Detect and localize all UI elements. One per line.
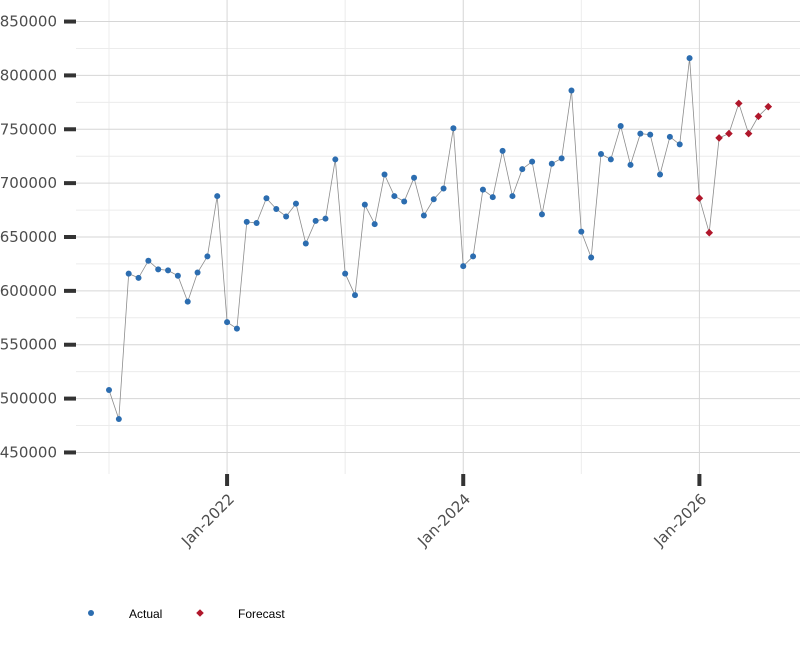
actual-point	[273, 205, 280, 212]
y-tick-label: 600000	[0, 282, 57, 300]
actual-point	[450, 125, 457, 132]
actual-point	[607, 156, 614, 163]
forecast-point	[725, 129, 733, 138]
actual-point	[135, 274, 142, 281]
actual-point	[558, 155, 565, 162]
series-points	[106, 55, 773, 423]
actual-point	[440, 185, 447, 192]
x-tick-label: Jan-2026	[650, 490, 711, 551]
actual-point	[617, 123, 624, 130]
actual-point	[548, 160, 555, 167]
y-tick-label: 650000	[0, 228, 57, 246]
legend: Actual Forecast	[88, 607, 285, 621]
actual-point	[263, 195, 270, 202]
actual-point	[292, 200, 299, 207]
actual-point	[233, 325, 240, 332]
actual-point	[253, 219, 260, 226]
actual-point	[312, 217, 319, 224]
forecast-point	[695, 194, 704, 203]
actual-point	[401, 198, 408, 205]
y-tick-label: 750000	[0, 120, 57, 138]
actual-point	[519, 166, 526, 173]
forecast-legend-marker	[196, 609, 204, 617]
actual-point	[568, 87, 575, 94]
actual-point	[243, 218, 250, 225]
y-tick-label: 800000	[0, 66, 57, 84]
y-tick-label: 850000	[0, 13, 57, 31]
actual-point	[106, 386, 112, 393]
actual-legend-marker	[88, 610, 94, 616]
actual-point	[302, 240, 309, 247]
actual-point	[489, 194, 496, 201]
actual-point	[174, 272, 181, 279]
actual-point	[214, 193, 221, 200]
y-tick-label: 700000	[0, 174, 57, 192]
actual-point	[538, 211, 545, 218]
forecast-legend-label: Forecast	[238, 607, 285, 621]
forecast-point	[734, 99, 743, 108]
axes: 450000 500000 550000 600000 650000 700000 7500…	[0, 13, 710, 551]
actual-point	[657, 171, 664, 178]
actual-point	[499, 147, 506, 154]
actual-point	[479, 186, 486, 193]
forecast-point	[715, 134, 723, 142]
actual-point	[686, 55, 693, 62]
actual-point	[470, 253, 477, 260]
actual-point	[352, 292, 358, 299]
actual-point	[578, 228, 585, 235]
x-tick-label: Jan-2024	[413, 490, 474, 551]
actual-point	[430, 196, 437, 203]
actual-point	[361, 201, 368, 208]
actual-point	[145, 257, 152, 264]
actual-point	[125, 270, 132, 277]
actual-point	[598, 151, 604, 158]
actual-point	[322, 215, 329, 222]
series-lines	[108, 58, 769, 420]
actual-point	[165, 267, 172, 274]
actual-legend-label: Actual	[129, 607, 162, 621]
actual-point	[342, 270, 349, 277]
forecast-point	[754, 112, 763, 121]
actual-point	[647, 131, 654, 138]
actual-point	[204, 253, 211, 260]
gridlines	[76, 0, 800, 474]
actual-point	[627, 161, 634, 168]
actual-point	[115, 416, 122, 423]
actual-point	[666, 133, 673, 140]
forecast-point	[764, 102, 773, 111]
forecast-point	[705, 228, 714, 237]
y-tick-label: 450000	[0, 443, 57, 461]
x-tick-label: Jan-2022	[177, 490, 238, 551]
y-tick-label: 500000	[0, 390, 57, 408]
y-tick-label: 550000	[0, 336, 57, 354]
actual-point	[588, 254, 595, 261]
actual-point	[391, 193, 398, 200]
actual-point	[381, 171, 388, 178]
series-line	[108, 58, 769, 420]
forecast-point	[744, 129, 753, 138]
actual-point	[224, 319, 231, 326]
actual-point	[411, 174, 418, 181]
actual-point	[155, 266, 162, 273]
actual-point	[420, 212, 427, 219]
actual-point	[184, 298, 191, 305]
actual-point	[332, 156, 339, 163]
actual-point	[194, 269, 201, 276]
actual-point	[509, 193, 516, 200]
actual-point	[371, 221, 378, 228]
actual-point	[283, 213, 290, 220]
actual-point	[676, 141, 683, 148]
actual-point	[637, 130, 644, 137]
actual-point	[460, 263, 467, 270]
actual-point	[529, 158, 536, 165]
